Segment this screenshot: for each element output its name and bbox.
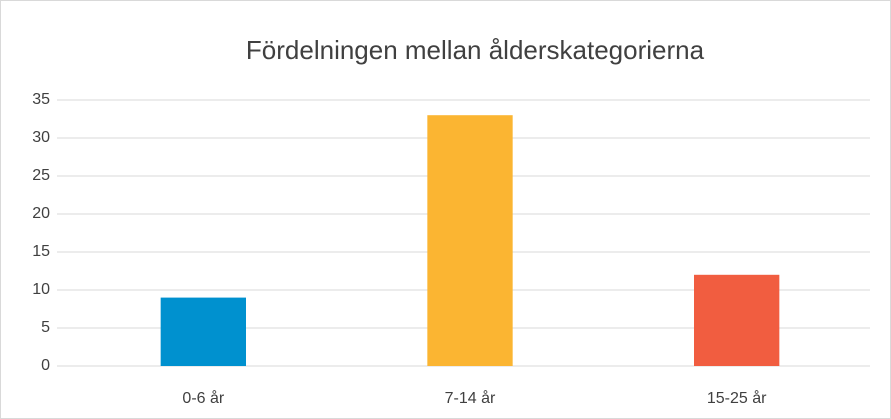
y-tick-label: 5 bbox=[41, 319, 50, 336]
y-tick-label: 20 bbox=[32, 205, 50, 222]
bar bbox=[427, 115, 513, 366]
x-tick-label: 15-25 år bbox=[707, 389, 767, 407]
x-tick-label: 7-14 år bbox=[445, 389, 496, 407]
x-tick-label: 0-6 år bbox=[182, 389, 224, 407]
y-tick-label: 0 bbox=[41, 357, 50, 374]
y-tick-label: 30 bbox=[32, 129, 50, 146]
chart-title: Fördelningen mellan ålderskategorierna bbox=[246, 35, 705, 65]
y-tick-label: 25 bbox=[32, 167, 50, 184]
y-tick-label: 15 bbox=[32, 243, 50, 260]
bar bbox=[160, 297, 246, 366]
bar bbox=[694, 274, 780, 366]
y-tick-label: 10 bbox=[32, 281, 50, 298]
y-tick-label: 35 bbox=[32, 91, 50, 108]
